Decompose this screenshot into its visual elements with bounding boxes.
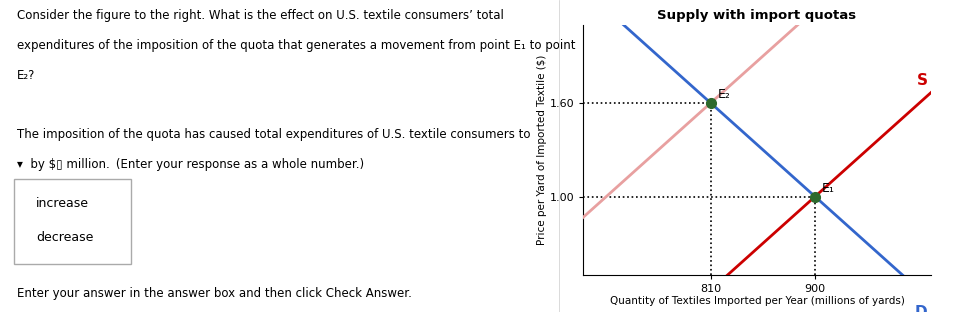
Title: Supply with import quotas: Supply with import quotas bbox=[658, 9, 857, 22]
Text: Enter your answer in the answer box and then click Check Answer.: Enter your answer in the answer box and … bbox=[17, 286, 412, 300]
Text: E₂: E₂ bbox=[717, 88, 730, 101]
Text: E₂?: E₂? bbox=[17, 69, 35, 82]
Text: decrease: decrease bbox=[36, 231, 94, 244]
Text: D: D bbox=[915, 305, 927, 312]
Text: expenditures of the imposition of the quota that generates a movement from point: expenditures of the imposition of the qu… bbox=[17, 39, 575, 52]
FancyBboxPatch shape bbox=[14, 179, 131, 264]
X-axis label: Quantity of Textiles Imported per Year (millions of yards): Quantity of Textiles Imported per Year (… bbox=[610, 296, 905, 306]
Text: The imposition of the quota has caused total expenditures of U.S. textile consum: The imposition of the quota has caused t… bbox=[17, 128, 530, 141]
Text: E₁: E₁ bbox=[822, 182, 835, 195]
Y-axis label: Price per Yard of Imported Textile ($): Price per Yard of Imported Textile ($) bbox=[537, 55, 547, 245]
Text: Consider the figure to the right. What is the effect on U.S. textile consumers’ : Consider the figure to the right. What i… bbox=[17, 9, 504, 22]
Text: increase: increase bbox=[36, 197, 89, 210]
Text: ▾  by $▯ million.  (Enter your response as a whole number.): ▾ by $▯ million. (Enter your response as… bbox=[17, 158, 364, 171]
Text: S: S bbox=[916, 73, 927, 88]
